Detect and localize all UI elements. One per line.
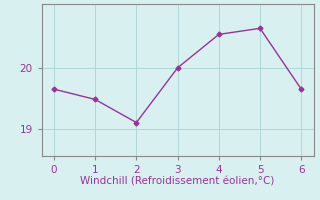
X-axis label: Windchill (Refroidissement éolien,°C): Windchill (Refroidissement éolien,°C) bbox=[80, 176, 275, 186]
